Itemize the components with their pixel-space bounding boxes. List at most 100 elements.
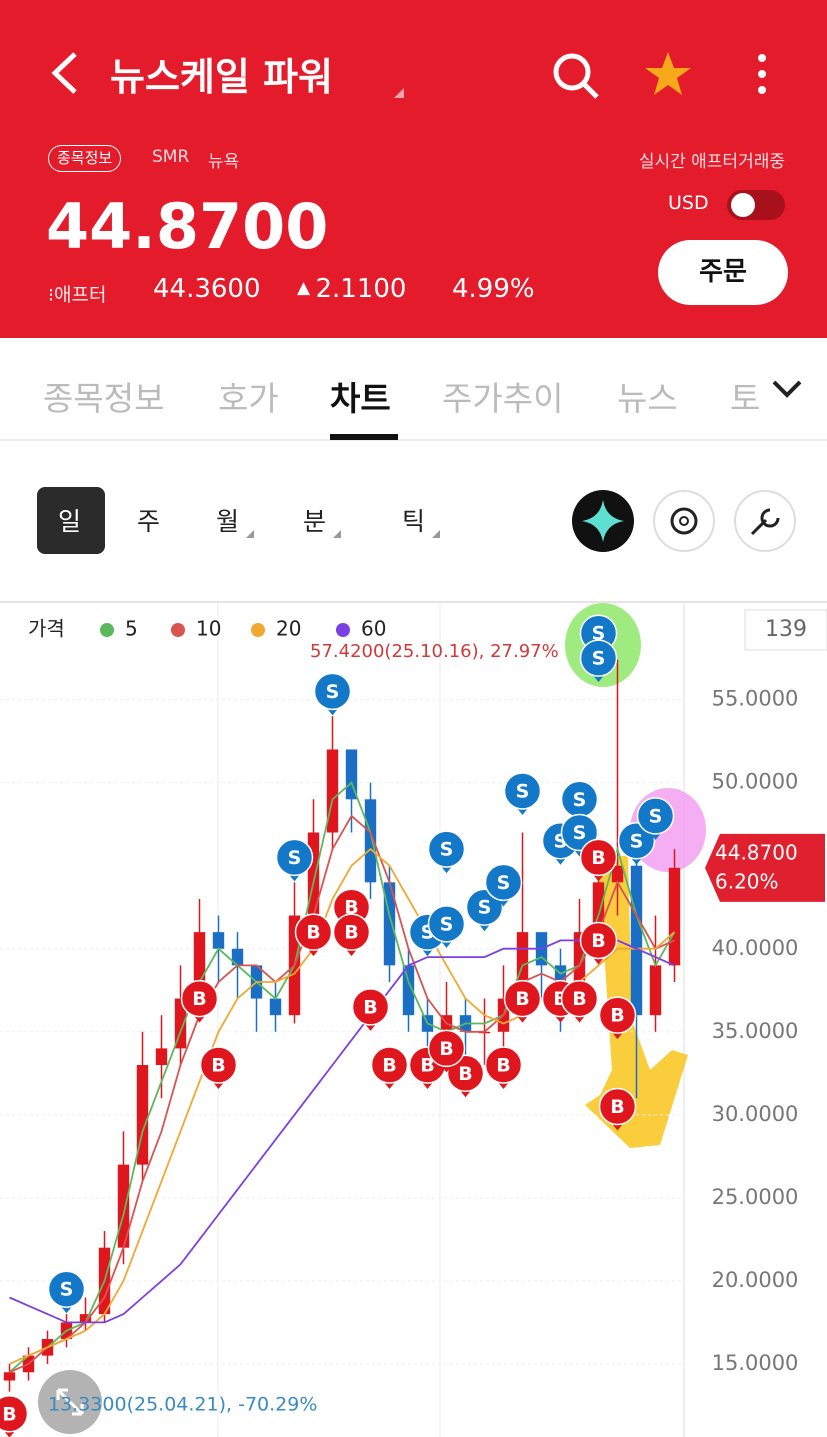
- back-button[interactable]: [45, 50, 85, 96]
- signal-marker: B: [446, 1054, 485, 1098]
- stock-title: 뉴스케일 파워: [110, 55, 333, 99]
- wrench-icon: [750, 508, 780, 536]
- chart-tools: [572, 490, 796, 552]
- gear-icon: [670, 507, 698, 535]
- signal-bubble: [0, 1395, 29, 1433]
- tab-underline: [330, 434, 398, 440]
- signal-label: S: [288, 847, 302, 869]
- legend-label: 가격: [28, 617, 65, 641]
- last-price-flag: [705, 833, 825, 902]
- high-annotation: 57.4200(25.10.16), 27.97%: [310, 641, 559, 662]
- candle-body: [212, 932, 225, 949]
- signal-label: S: [649, 805, 663, 827]
- signal-bubble: [560, 813, 599, 852]
- tab[interactable]: 토: [730, 379, 761, 418]
- signal-label: S: [630, 830, 644, 852]
- tab-expand[interactable]: [770, 378, 804, 402]
- order-button[interactable]: 주문: [658, 240, 788, 305]
- signal-marker: B: [560, 979, 599, 1023]
- signal-label: S: [592, 648, 606, 670]
- more-menu[interactable]: [752, 50, 772, 98]
- signal-marker: S: [465, 888, 504, 932]
- signal-marker: B: [294, 913, 333, 957]
- signal-label: S: [497, 872, 511, 894]
- tab[interactable]: 주가추이: [442, 379, 564, 418]
- y-tick-label: 40.0000: [712, 936, 799, 960]
- candle-body: [649, 965, 662, 1016]
- candle-body: [364, 799, 377, 883]
- signal-label: S: [573, 789, 587, 811]
- tab[interactable]: 호가: [218, 379, 279, 418]
- after-change-pct: 4.99%: [452, 274, 535, 304]
- signal-bubble: [199, 1046, 238, 1084]
- signal-label: B: [306, 922, 320, 944]
- period-button[interactable]: 틱: [402, 507, 426, 536]
- after-change: ▲ 2.1100: [297, 274, 407, 304]
- candle-body: [345, 749, 358, 800]
- moving-average: [9, 939, 675, 1324]
- signal-bubble: [560, 979, 599, 1018]
- signal-bubble: [598, 1087, 637, 1126]
- count-label: 139: [765, 617, 807, 642]
- info-badge[interactable]: 종목정보: [48, 145, 122, 172]
- tab[interactable]: 종목정보: [43, 379, 165, 418]
- y-tick-label: 35.0000: [712, 1019, 799, 1043]
- signal-label: B: [610, 1096, 624, 1118]
- signal-bubble: [503, 979, 542, 1018]
- signal-label: S: [60, 1279, 74, 1301]
- candle-body: [307, 832, 320, 916]
- after-label-text: 애프터: [54, 284, 107, 306]
- signal-label: B: [496, 1055, 510, 1077]
- signal-marker: B: [579, 921, 618, 965]
- signal-label: B: [515, 988, 529, 1010]
- candle-body: [155, 1048, 168, 1065]
- signal-marker: B: [598, 996, 637, 1040]
- currency-toggle[interactable]: [726, 188, 788, 222]
- signal-label: B: [211, 1055, 225, 1077]
- signal-bubble: [579, 639, 618, 677]
- signal-bubble: [180, 979, 219, 1018]
- candle-body: [117, 1164, 130, 1248]
- candle-body: [3, 1372, 16, 1381]
- y-tick-label: 30.0000: [712, 1102, 799, 1126]
- title-dropdown[interactable]: [392, 86, 406, 100]
- count-box[interactable]: [744, 609, 827, 651]
- favorite-star[interactable]: [642, 50, 694, 98]
- candle-body: [136, 1065, 149, 1165]
- signal-marker: S: [275, 838, 314, 882]
- candle-body: [326, 749, 339, 833]
- chart-top-border: [0, 601, 827, 603]
- signal-marker: B: [579, 838, 618, 882]
- settings-button[interactable]: [653, 490, 715, 552]
- signal-label: B: [610, 1005, 624, 1027]
- tab[interactable]: 차트: [330, 379, 391, 418]
- signal-marker: S: [47, 1270, 86, 1314]
- period-button[interactable]: 월: [216, 507, 240, 536]
- signal-label: S: [516, 780, 530, 802]
- signal-label: S: [478, 897, 492, 919]
- signal-label: B: [591, 847, 605, 869]
- legend-dot: [171, 623, 185, 637]
- signal-bubble: [275, 838, 314, 877]
- period-button[interactable]: 주: [137, 507, 161, 536]
- expand-icon: [56, 1388, 84, 1416]
- signal-marker: S: [579, 639, 618, 683]
- signal-label: B: [420, 1055, 434, 1077]
- tab[interactable]: 뉴스: [617, 379, 678, 418]
- current-price: 44.8700: [46, 190, 329, 263]
- search-icon[interactable]: [550, 50, 602, 100]
- signal-marker: B: [180, 979, 219, 1023]
- candle-body: [611, 865, 624, 883]
- moving-average: [8, 781, 676, 1373]
- signal-label: B: [344, 897, 358, 919]
- legend-entry: 10: [196, 617, 221, 641]
- signal-bubble: [370, 1046, 409, 1084]
- after-price: 44.3600: [153, 274, 261, 304]
- signal-marker: S: [484, 863, 523, 907]
- signal-marker: S: [427, 830, 466, 874]
- period-button[interactable]: 일: [58, 507, 82, 536]
- period-button[interactable]: 분: [303, 507, 327, 536]
- chart: 55.0000 50.0000 40.0000 35.0000 30.0000 25.00…: [0, 603, 827, 1437]
- candle-body: [630, 865, 643, 1016]
